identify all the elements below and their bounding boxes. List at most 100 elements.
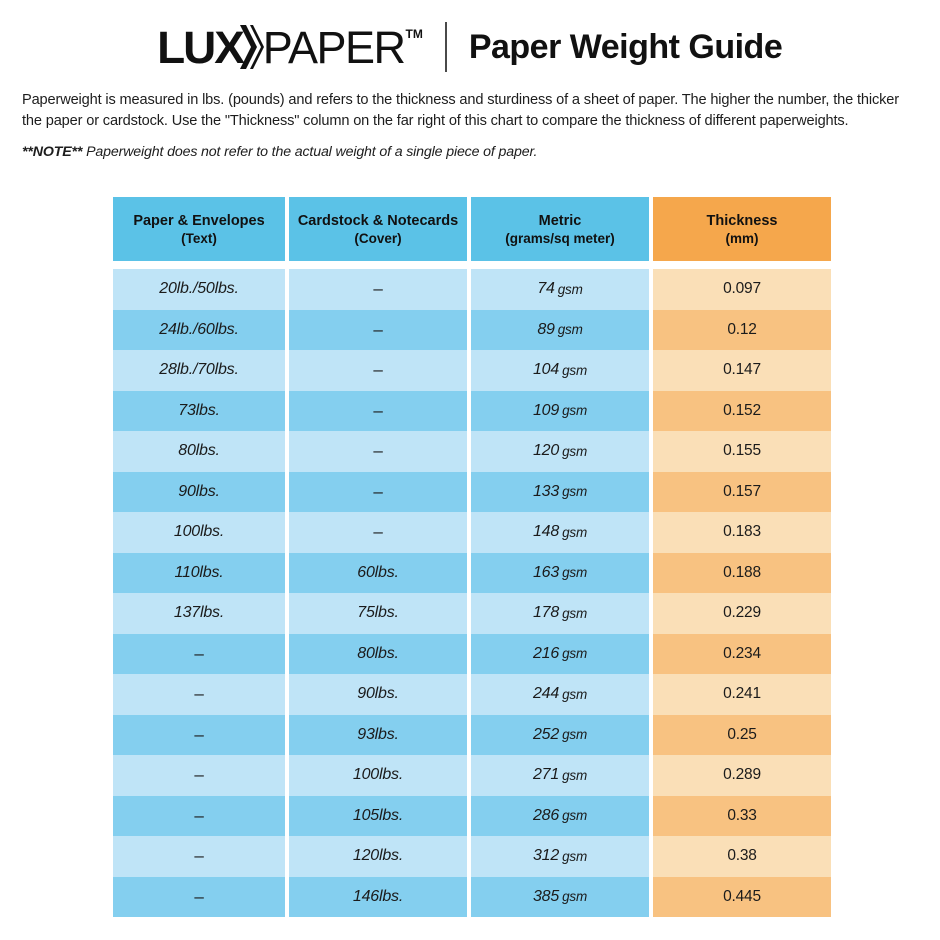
cell-paper-envelopes: – (113, 755, 285, 796)
intro-paragraph: Paperweight is measured in lbs. (pounds)… (22, 92, 899, 129)
metric-value: 252 (532, 725, 560, 743)
metric-value: 89 (537, 320, 555, 338)
cell-thickness: 0.229 (653, 593, 831, 634)
metric-unit: gsm (562, 403, 587, 419)
cell-cardstock-notecards: 93lbs. (289, 714, 467, 755)
cell-paper-envelopes: 24lb./60lbs. (113, 309, 285, 350)
metric-value: 216 (532, 644, 560, 662)
metric-unit: gsm (562, 889, 587, 905)
column-header-subtitle: (mm) (725, 231, 759, 247)
column-header-paper-envelopes: Paper & Envelopes (Text) (113, 197, 285, 261)
cell-paper-envelopes: – (113, 836, 285, 877)
cell-paper-envelopes: – (113, 795, 285, 836)
paper-weight-table: Paper & Envelopes (Text) Cardstock & Notec… (113, 197, 831, 917)
cell-paper-envelopes: 137lbs. (113, 593, 285, 634)
metric-value: 312 (532, 847, 560, 865)
metric-unit: gsm (562, 443, 587, 459)
cell-metric: 312 gsm (471, 836, 649, 877)
metric-value: 74 (537, 280, 555, 298)
metric-value: 104 (532, 361, 560, 379)
table-row: –146lbs. 385 gsm 0.445 (113, 876, 831, 917)
cell-thickness: 0.183 (653, 512, 831, 553)
table-row: 80lbs. –120 gsm 0.155 (113, 431, 831, 472)
metric-value: 163 (532, 563, 560, 581)
cell-paper-envelopes: 73lbs. (113, 390, 285, 431)
table-row: 110lbs. 60lbs. 163 gsm 0.188 (113, 552, 831, 593)
metric-unit: gsm (562, 646, 587, 662)
column-header-cardstock-notecards: Cardstock & Notecards (Cover) (289, 197, 467, 261)
cell-metric: 163 gsm (471, 552, 649, 593)
cell-paper-envelopes: – (113, 674, 285, 715)
cell-metric: 109 gsm (471, 390, 649, 431)
cell-thickness: 0.241 (653, 674, 831, 715)
cell-cardstock-notecards: 80lbs. (289, 633, 467, 674)
column-header-title: Cardstock & Notecards (297, 212, 459, 229)
metric-unit: gsm (562, 605, 587, 621)
page-title: Paper Weight Guide (468, 27, 783, 66)
cell-thickness: 0.25 (653, 714, 831, 755)
intro-note: **NOTE** Paperweight does not refer to t… (22, 142, 918, 162)
column-header-thickness: Thickness (mm) (653, 197, 831, 261)
cell-cardstock-notecards: – (289, 471, 467, 512)
logo-lux-text: LUX (156, 21, 245, 73)
cell-cardstock-notecards: 120lbs. (289, 836, 467, 877)
metric-unit: gsm (557, 281, 583, 297)
masthead-divider (444, 22, 447, 72)
cell-paper-envelopes: 110lbs. (113, 552, 285, 593)
table-row: 73lbs. –109 gsm 0.152 (113, 390, 831, 431)
table-row: 137lbs. 75lbs. 178 gsm 0.229 (113, 593, 831, 634)
column-header-metric: Metric (grams/sq meter) (471, 197, 649, 261)
metric-unit: gsm (562, 524, 587, 540)
cell-thickness: 0.289 (653, 755, 831, 796)
masthead: LUX PAPER TM Paper Weight Guide (0, 0, 940, 78)
cell-metric: 89 gsm (471, 309, 649, 350)
note-label: **NOTE** (22, 144, 83, 161)
cell-metric: 133 gsm (471, 471, 649, 512)
cell-cardstock-notecards: 146lbs. (289, 876, 467, 917)
metric-value: 244 (532, 685, 560, 703)
cell-metric: 104 gsm (471, 350, 649, 391)
table-row: –90lbs. 244 gsm 0.241 (113, 674, 831, 715)
column-header-title: Metric (538, 212, 582, 229)
intro-block: Paperweight is measured in lbs. (pounds)… (0, 78, 940, 163)
table-row: –105lbs. 286 gsm 0.33 (113, 795, 831, 836)
metric-unit: gsm (562, 727, 587, 743)
table-row: –80lbs. 216 gsm 0.234 (113, 633, 831, 674)
cell-thickness: 0.38 (653, 836, 831, 877)
column-header-title: Paper & Envelopes (133, 212, 265, 229)
cell-paper-envelopes: – (113, 714, 285, 755)
table-row: 20lb./50lbs. –74 gsm 0.097 (113, 269, 831, 310)
cell-metric: 216 gsm (471, 633, 649, 674)
column-header-title: Thickness (706, 212, 778, 229)
cell-paper-envelopes: – (113, 633, 285, 674)
column-header-subtitle: (grams/sq meter) (505, 231, 615, 247)
note-text: Paperweight does not refer to the actual… (86, 144, 538, 161)
cell-paper-envelopes: 90lbs. (113, 471, 285, 512)
metric-value: 109 (532, 401, 560, 419)
table-row: 24lb./60lbs. –89 gsm 0.12 (113, 309, 831, 350)
luxpaper-logo: LUX PAPER TM (156, 21, 423, 73)
table-row: –120lbs. 312 gsm 0.38 (113, 836, 831, 877)
cell-cardstock-notecards: – (289, 390, 467, 431)
column-header-subtitle: (Text) (181, 231, 217, 247)
cell-paper-envelopes: 28lb./70lbs. (113, 350, 285, 391)
cell-paper-envelopes: 20lb./50lbs. (113, 269, 285, 310)
metric-unit: gsm (562, 362, 587, 378)
metric-value: 120 (532, 442, 560, 460)
metric-value: 271 (532, 766, 560, 784)
cell-cardstock-notecards: – (289, 309, 467, 350)
cell-cardstock-notecards: 75lbs. (289, 593, 467, 634)
metric-value: 178 (532, 604, 560, 622)
cell-thickness: 0.33 (653, 795, 831, 836)
cell-cardstock-notecards: – (289, 431, 467, 472)
double-chevron-icon (239, 24, 265, 69)
cell-thickness: 0.188 (653, 552, 831, 593)
cell-metric: 74 gsm (471, 269, 649, 310)
table-row: 28lb./70lbs. –104 gsm 0.147 (113, 350, 831, 391)
cell-cardstock-notecards: 60lbs. (289, 552, 467, 593)
metric-unit: gsm (562, 848, 587, 864)
cell-cardstock-notecards: 105lbs. (289, 795, 467, 836)
cell-thickness: 0.155 (653, 431, 831, 472)
table-body: 20lb./50lbs. –74 gsm 0.097 24lb./60lbs. –89 gs… (113, 269, 831, 917)
